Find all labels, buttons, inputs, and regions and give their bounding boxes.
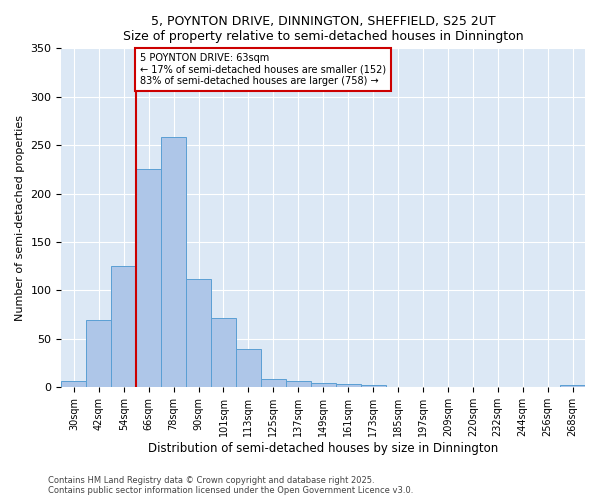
Bar <box>111 266 136 388</box>
Bar <box>236 348 261 388</box>
Text: 5 POYNTON DRIVE: 63sqm
← 17% of semi-detached houses are smaller (152)
83% of se: 5 POYNTON DRIVE: 63sqm ← 17% of semi-det… <box>140 53 386 86</box>
Bar <box>186 279 211 388</box>
Bar <box>61 380 86 388</box>
Bar <box>86 320 111 388</box>
Bar <box>286 380 311 388</box>
Bar <box>311 382 335 388</box>
Bar <box>361 386 386 388</box>
Title: 5, POYNTON DRIVE, DINNINGTON, SHEFFIELD, S25 2UT
Size of property relative to se: 5, POYNTON DRIVE, DINNINGTON, SHEFFIELD,… <box>123 15 524 43</box>
Bar <box>136 170 161 388</box>
Bar <box>161 138 186 388</box>
Bar <box>211 318 236 388</box>
Y-axis label: Number of semi-detached properties: Number of semi-detached properties <box>15 115 25 321</box>
Bar <box>261 378 286 388</box>
X-axis label: Distribution of semi-detached houses by size in Dinnington: Distribution of semi-detached houses by … <box>148 442 499 455</box>
Bar <box>560 386 585 388</box>
Text: Contains HM Land Registry data © Crown copyright and database right 2025.
Contai: Contains HM Land Registry data © Crown c… <box>48 476 413 495</box>
Bar <box>335 384 361 388</box>
